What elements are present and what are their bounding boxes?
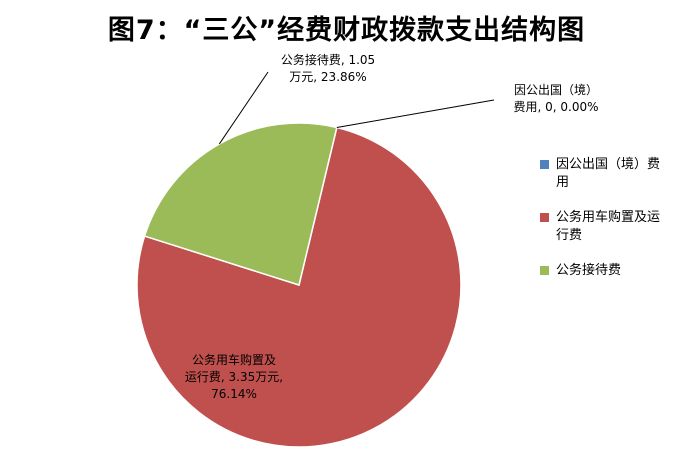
data-label-line: 费用, 0, 0.00% xyxy=(513,100,599,114)
data-label-overseas-travel: 因公出国（境） 费用, 0, 0.00% xyxy=(496,82,616,116)
data-label-line: 万元, 23.86% xyxy=(289,70,367,84)
legend-label: 行费 xyxy=(556,228,583,243)
data-label-line: 公务用车购置及 xyxy=(191,353,276,367)
legend-label: 用 xyxy=(556,175,570,190)
legend-item-vehicle: 公务用车购置及运 行费 xyxy=(540,209,690,245)
legend-item-overseas-travel: 因公出国（境）费 用 xyxy=(540,156,690,192)
legend-label: 公务用车购置及运 xyxy=(556,210,661,225)
data-label-vehicle: 公务用车购置及 运行费, 3.35万元, 76.14% xyxy=(166,352,302,403)
legend-swatch xyxy=(540,266,549,275)
pie-slice xyxy=(136,126,462,448)
chart-legend: 因公出国（境）费 用 公务用车购置及运 行费 公务接待费 xyxy=(540,156,690,297)
data-label-reception: 公务接待费, 1.05 万元, 23.86% xyxy=(263,52,393,86)
data-label-line: 76.14% xyxy=(211,387,257,401)
chart-title: 图7：“三公”经费财政拨款支出结构图 xyxy=(107,15,586,46)
legend-swatch xyxy=(540,213,549,222)
leader-line xyxy=(218,71,269,145)
legend-label: 因公出国（境）费 xyxy=(556,157,661,172)
legend-swatch xyxy=(540,160,549,169)
pie-slice xyxy=(143,122,338,286)
data-label-line: 因公出国（境） xyxy=(513,83,598,97)
data-label-line: 运行费, 3.35万元, xyxy=(184,370,284,384)
legend-label: 公务接待费 xyxy=(556,263,622,278)
data-label-line: 公务接待费, 1.05 xyxy=(280,53,376,67)
legend-item-reception: 公务接待费 xyxy=(540,262,690,280)
leader-line xyxy=(336,99,495,128)
